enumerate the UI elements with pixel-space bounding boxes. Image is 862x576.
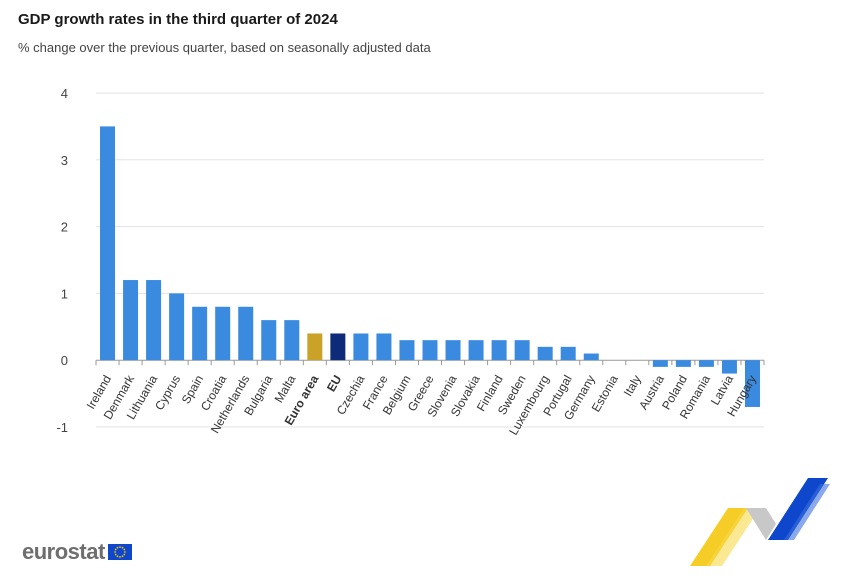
- bar-portugal: [560, 346, 576, 361]
- bar-romania: [698, 360, 714, 367]
- chart-subtitle: % change over the previous quarter, base…: [18, 40, 431, 55]
- bar-germany: [583, 353, 599, 361]
- bar-latvia: [721, 360, 737, 374]
- bar-lithuania: [146, 280, 162, 361]
- bar-cyprus: [169, 293, 185, 361]
- logo-text: eurostat: [22, 539, 105, 564]
- bar-hungary: [744, 360, 760, 407]
- bar-spain: [192, 306, 208, 361]
- bar-finland: [491, 340, 507, 361]
- y-tick-label: 2: [61, 220, 68, 235]
- y-tick-label: 1: [61, 286, 68, 301]
- bar-greece: [422, 340, 438, 361]
- bar-poland: [675, 360, 691, 367]
- bar-bulgaria: [261, 320, 277, 361]
- bar-malta: [284, 320, 300, 361]
- eu-flag-icon: [107, 544, 132, 560]
- bar-netherlands: [238, 306, 254, 361]
- bar-slovakia: [468, 340, 484, 361]
- bar-sweden: [514, 340, 530, 361]
- chart-title: GDP growth rates in the third quarter of…: [18, 11, 338, 28]
- bar-belgium: [399, 340, 415, 361]
- bar-layer: [100, 126, 760, 407]
- bar-croatia: [215, 306, 231, 361]
- bar-austria: [652, 360, 668, 367]
- eurostat-logo: eurostat: [22, 539, 132, 565]
- bar-luxembourg: [537, 346, 553, 361]
- y-tick-label: 0: [61, 353, 68, 368]
- bar-slovenia: [445, 340, 461, 361]
- y-tick-label: 3: [61, 153, 68, 168]
- bar-euro-area: [307, 333, 323, 361]
- bar-france: [376, 333, 392, 361]
- y-tick-label: -1: [56, 420, 68, 435]
- bar-denmark: [123, 280, 139, 361]
- bar-eu: [330, 333, 346, 361]
- y-tick-label: 4: [61, 86, 68, 101]
- bar-czechia: [353, 333, 369, 361]
- bar-ireland: [100, 126, 116, 361]
